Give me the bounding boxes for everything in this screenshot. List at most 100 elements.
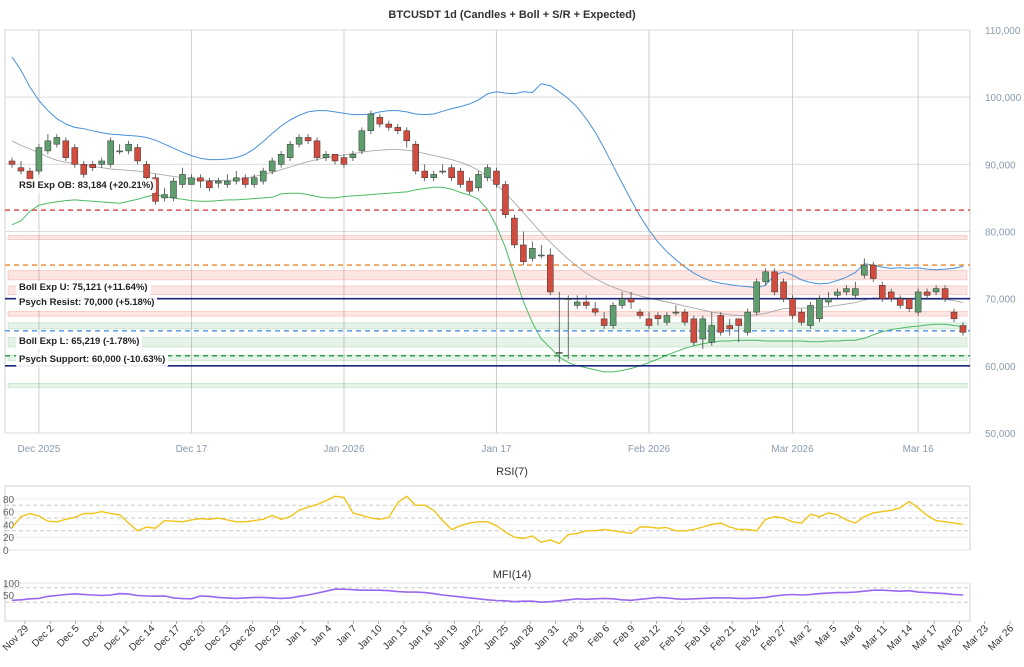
mfi-x-tick-label: Dec 26 (228, 623, 258, 653)
candle-body (798, 311, 805, 323)
candle-body (71, 147, 79, 165)
candle-body (780, 281, 787, 299)
candle-body (573, 301, 581, 306)
candle-body (322, 154, 330, 158)
level-annotation-label: Boll Exp U: 75,121 (+11.64%) (16, 281, 151, 295)
candle-body (8, 160, 16, 165)
mfi-x-tick-label: Jan 16 (406, 623, 435, 652)
candle-body (627, 298, 635, 303)
candle-body (870, 264, 877, 279)
candle-body (179, 174, 186, 185)
level-annotation-label: Boll Exp L: 65,219 (-1.78%) (16, 335, 143, 349)
candle-body (529, 248, 536, 259)
candle-body (304, 137, 312, 142)
candle-body (753, 281, 760, 313)
candle-body (771, 271, 778, 293)
candle-body (834, 291, 841, 296)
candle-body (188, 177, 195, 185)
candle-body (708, 325, 716, 343)
candle-body (44, 140, 52, 152)
candle-body (556, 352, 563, 354)
mfi-x-tick-label: Feb 27 (759, 623, 789, 653)
candle-body (807, 305, 814, 326)
mfi-x-tick-label: Feb 15 (658, 623, 688, 653)
candle-body (35, 147, 43, 172)
level-annotation-label: Psych Resist: 70,000 (+5.18%) (16, 296, 158, 310)
mfi-x-tick-label: Dec 20 (178, 623, 208, 653)
candle-body (358, 130, 366, 152)
level-annotation-label: RSI Exp OB: 83,184 (+20.21%) (16, 179, 157, 193)
mfi-x-tick-label: Mar 14 (885, 623, 915, 653)
candle-body (250, 177, 258, 185)
candle-body (825, 298, 832, 303)
chart-title: BTCUSDT 1d (Candles + Boll + S/R + Expec… (388, 9, 636, 21)
mfi-x-tick-label: Jan 31 (532, 623, 561, 652)
candle-body (331, 154, 339, 162)
rsi-y-tick-label: 40 (3, 520, 15, 531)
mfi-x-tick-label: Mar 11 (861, 623, 891, 653)
candle-body (547, 254, 554, 293)
resistance-zone (7, 270, 968, 281)
mfi-x-tick-label: Feb 21 (709, 623, 739, 653)
candle-body (672, 311, 680, 314)
mfi-x-tick-label: Nov 29 (1, 623, 31, 653)
mfi-x-tick-label: Feb 12 (633, 623, 663, 653)
candle-body (394, 127, 402, 132)
candle-body (421, 170, 428, 179)
candle-body (430, 174, 437, 179)
mfi-x-tick-label: Jan 10 (356, 623, 385, 652)
candle-body (744, 311, 751, 333)
mfi-x-tick-label: Jan 19 (431, 623, 460, 652)
support-zone (7, 337, 968, 348)
candle-body (914, 291, 922, 313)
candle-body (242, 177, 249, 185)
candle-body (932, 288, 940, 293)
rsi-y-tick-label: 80 (3, 495, 15, 506)
main-x-tick-label: Jan 17 (481, 444, 511, 455)
mfi-x-tick-label: Dec 17 (152, 623, 182, 653)
mfi-x-tick-label: Feb 18 (683, 623, 713, 653)
mfi-x-tick-label: Feb 3 (561, 623, 587, 649)
candle-body (941, 288, 949, 299)
candle-body (699, 318, 707, 340)
candle-body (654, 315, 662, 320)
main-y-tick-label: 90,000 (985, 160, 1016, 171)
mfi-x-tick-label: Dec 23 (203, 623, 233, 653)
candle-body (80, 164, 88, 175)
mfi-x-tick-label: Mar 26 (986, 623, 1016, 653)
candle-body (367, 113, 375, 132)
candle-body (618, 298, 626, 306)
candle-body (134, 147, 141, 162)
mfi-x-tick-label: Mar 20 (936, 623, 966, 653)
candle-body (484, 167, 491, 179)
candle-body (340, 157, 348, 165)
candle-body (466, 180, 473, 192)
resistance-zone (7, 311, 968, 317)
candle-body (645, 318, 653, 326)
candle-body (259, 170, 267, 182)
mfi-x-tick-label: Dec 29 (254, 623, 284, 653)
candle-body (233, 177, 240, 182)
level-annotation-label: Psych Support: 60,000 (-10.63%) (16, 353, 169, 367)
mfi-x-tick-label: Dec 14 (127, 623, 157, 653)
mfi-x-tick-label: Dec 2 (30, 623, 57, 650)
candle-body (959, 325, 967, 333)
resistance-zone (7, 285, 968, 295)
rsi-panel-title: RSI(7) (496, 466, 528, 478)
candle-body (591, 308, 599, 313)
candle-body (896, 298, 904, 306)
candle-body (295, 137, 303, 145)
candle-body (170, 180, 177, 199)
candle-body (843, 288, 850, 293)
main-y-tick-label: 70,000 (985, 295, 1016, 306)
candle-body (681, 311, 689, 323)
candle-body (502, 184, 509, 215)
candle-body (861, 264, 868, 276)
candle-body (609, 305, 617, 326)
candle-body (448, 167, 455, 179)
mfi-x-tick-label: Dec 5 (55, 623, 82, 650)
mfi-x-tick-label: Jan 22 (457, 623, 486, 652)
mfi-x-tick-label: Feb 24 (734, 623, 764, 653)
candle-body (663, 315, 671, 323)
